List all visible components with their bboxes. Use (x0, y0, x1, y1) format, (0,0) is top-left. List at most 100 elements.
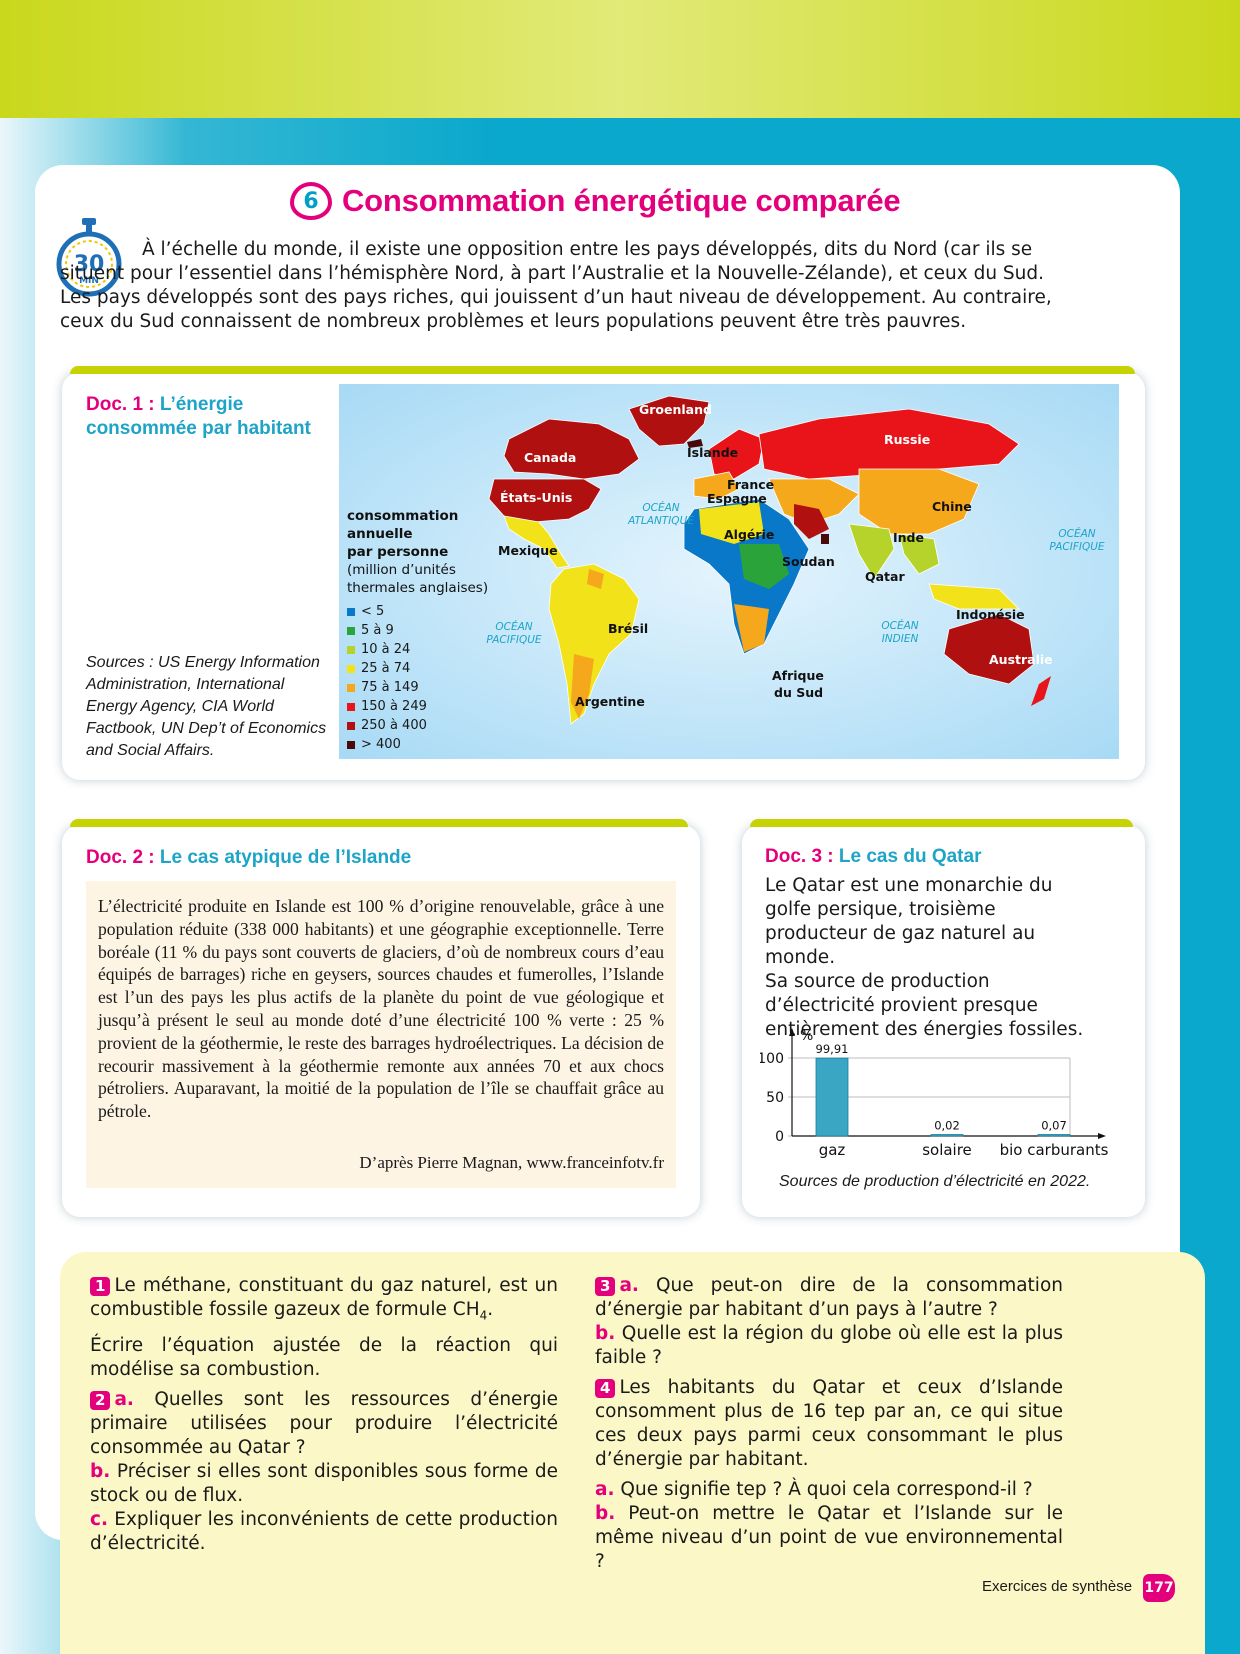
chart-caption: Sources de production d’électricité en 2… (779, 1173, 1091, 1190)
ocean-indien-1: OCÉAN (881, 619, 918, 632)
exercise-title: 6 Consommation énergétique comparée (290, 178, 901, 224)
map-label-afrique-sud-2: du Sud (774, 685, 823, 700)
map-label-espagne: Espagne (707, 491, 767, 506)
map-legend: < 5 5 à 9 10 à 24 25 à 74 75 à 149 150 à 249 2… (347, 602, 427, 754)
legend-swatch (347, 607, 355, 616)
map-label-etats-unis: États-Unis (500, 490, 572, 505)
map-label-australie: Australie (989, 652, 1053, 667)
map-label-groenland: Groenland (639, 402, 712, 417)
questions-panel (60, 1252, 1205, 1654)
legend-swatch (347, 702, 355, 711)
y-axis-arrow (789, 1028, 795, 1036)
map-label-algerie: Algérie (724, 527, 774, 542)
footer-label: Exercices de synthèse (982, 1578, 1133, 1595)
card-tab (750, 819, 1133, 827)
world-map: Groenland Canada États-Unis Russie Austr… (339, 384, 1119, 759)
y-tick-label: 100 (760, 1051, 784, 1067)
legend-swatch (347, 721, 355, 730)
bar-bio-carburants (1037, 1134, 1071, 1137)
legend-item: 25 à 74 (347, 659, 427, 678)
ocean-pacifique-ouest-2: PACIFIQUE (486, 634, 542, 646)
legend-item: 75 à 149 (347, 678, 427, 697)
intro-text: À l’échelle du monde, il existe une oppo… (60, 239, 1052, 332)
legend-item: 150 à 249 (347, 697, 427, 716)
legend-label: > 400 (361, 737, 401, 752)
doc3-text: Le Qatar est une monarchie du golfe pers… (765, 875, 1084, 1040)
question-number-4: 4 (595, 1379, 616, 1398)
map-label-argentine: Argentine (575, 694, 645, 709)
questions-right-column: 3 a. Que peut-on dire de la consommation … (595, 1274, 1063, 1580)
map-label-canada: Canada (524, 450, 576, 465)
map-label-chine: Chine (932, 499, 972, 514)
map-label-soudan: Soudan (782, 554, 835, 569)
data-label: 99,91 (816, 1042, 849, 1056)
doc1-title: Doc. 1 : L’énergie consommée par habitan… (86, 394, 311, 439)
legend-item: 5 à 9 (347, 621, 427, 640)
legend-swatch (347, 740, 355, 749)
legend-item: > 400 (347, 735, 427, 754)
legend-label: 250 à 400 (361, 718, 427, 733)
map-label-inde: Inde (893, 530, 924, 545)
x-tick-label: solaire (922, 1141, 972, 1159)
page-number: 177 (1143, 1574, 1175, 1602)
exercise-number-badge: 6 (290, 182, 332, 220)
card-tab (70, 366, 1135, 374)
question-number-2: 2 (90, 1390, 111, 1410)
questions-left-column: 1 Le méthane, constituant du gaz naturel,… (90, 1274, 558, 1556)
card-tab (70, 819, 688, 827)
map-label-islande: Islande (687, 445, 738, 460)
ocean-pacifique-est-2: PACIFIQUE (1049, 541, 1105, 553)
legend-label: 150 à 249 (361, 699, 427, 714)
question-2: 2 a. Quelles sont les ressources d’énergi… (90, 1388, 558, 1554)
ocean-atlantique-1: OCÉAN (642, 501, 679, 514)
bar-gaz (815, 1057, 849, 1137)
map-label-france: France (727, 477, 774, 492)
legend-label: 25 à 74 (361, 661, 411, 676)
x-axis-arrow (1098, 1133, 1106, 1139)
ocean-pacifique-est-1: OCÉAN (1058, 527, 1095, 540)
map-label-mexique: Mexique (498, 543, 558, 558)
page-title: Consommation énergétique comparée (342, 183, 901, 218)
legend-label: < 5 (361, 604, 385, 619)
question-4: 4 Les habitants du Qatar et ceux d’Island… (595, 1377, 1063, 1470)
top-banner (0, 0, 1240, 118)
stopwatch-icon: 30 MIN (56, 218, 122, 300)
data-label: 0,02 (934, 1119, 960, 1133)
map-legend-title: consommation annuelle par personne (mill… (347, 508, 489, 596)
legend-swatch (347, 645, 355, 654)
legend-item: < 5 (347, 602, 427, 621)
y-tick-label: 0 (775, 1129, 784, 1145)
legend-swatch (347, 664, 355, 673)
map-label-indonesie: Indonésie (956, 607, 1025, 622)
map-label-afrique-sud-1: Afrique (772, 668, 824, 683)
ocean-pacifique-ouest-1: OCÉAN (495, 620, 532, 633)
doc1-sources: Sources : US Energy Information Administ… (86, 654, 327, 759)
timer-unit: MIN (79, 276, 99, 286)
doc2-title: Doc. 2 : Le cas atypique de l’Islande (86, 847, 412, 868)
map-label-bresil: Brésil (608, 621, 648, 636)
question-number-3: 3 (595, 1277, 616, 1296)
ocean-atlantique-2: ATLANTIQUE (627, 515, 694, 527)
map-label-qatar: Qatar (865, 569, 905, 584)
question-1-task: Écrire l’équation ajustée de la réaction… (90, 1334, 558, 1380)
legend-label: 5 à 9 (361, 623, 394, 638)
x-tick-label: bio carburants (1000, 1141, 1109, 1159)
bar-solaire (930, 1134, 964, 1137)
legend-item: 250 à 400 (347, 716, 427, 735)
doc3-bar-chart: 0 50 100% 99,91 gaz 0,02 solaire 0,07 bio carbur… (757, 1026, 1125, 1170)
doc2-quote: L’électricité produite en Islande est 10… (86, 881, 676, 1188)
legend-swatch (347, 626, 355, 635)
timer-value: 30 (74, 252, 105, 277)
question-3: 3 a. Que peut-on dire de la consommation … (595, 1275, 1063, 1368)
x-tick-label: gaz (819, 1141, 846, 1159)
doc2-text: L’électricité produite en Islande est 10… (98, 896, 664, 1122)
legend-label: 75 à 149 (361, 680, 419, 695)
ocean-indien-2: INDIEN (882, 633, 919, 645)
y-axis-label: % (800, 1028, 813, 1044)
y-tick-label: 50 (766, 1090, 784, 1106)
doc3-card (742, 819, 1145, 1217)
doc3-title: Doc. 3 : Le cas du Qatar (765, 846, 982, 867)
question-1: 1 Le méthane, constituant du gaz naturel,… (90, 1275, 558, 1323)
doc2-source: D’après Pierre Magnan, www.franceinfotv.… (359, 1153, 664, 1172)
question-4-parts: a. Que signifie tep ? À quoi cela corres… (595, 1479, 1063, 1572)
